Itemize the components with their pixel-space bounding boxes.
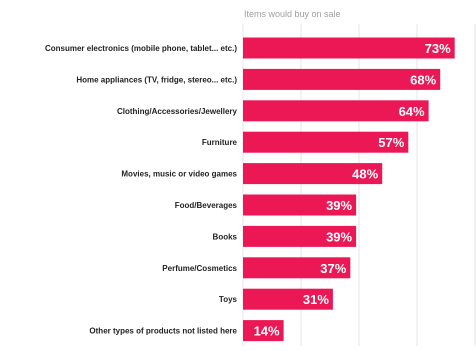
bar-3 — [243, 131, 409, 153]
chart-title: Items would buy on sale — [244, 9, 341, 19]
value-label-7: 37% — [320, 261, 346, 276]
category-label-9: Other types of products not listed here — [89, 327, 237, 336]
value-label-9: 14% — [254, 324, 280, 339]
value-label-4: 48% — [352, 167, 378, 182]
category-label-8: Toys — [219, 295, 238, 304]
bar-2 — [243, 100, 429, 122]
value-label-2: 64% — [399, 104, 425, 119]
category-label-7: Perfume/Cosmetics — [162, 264, 237, 273]
bar-6 — [243, 225, 357, 247]
value-label-1: 68% — [410, 72, 436, 87]
category-label-0: Consumer electronics (mobile phone, tabl… — [45, 44, 237, 53]
category-label-2: Clothing/Accessories/Jewellery — [117, 107, 238, 116]
value-label-0: 73% — [425, 41, 451, 56]
bar-layer: Consumer electronics (mobile phone, tabl… — [45, 37, 455, 342]
bar-5 — [243, 194, 357, 216]
bar-7 — [243, 257, 351, 279]
value-label-6: 39% — [326, 229, 352, 244]
bar-0 — [243, 37, 455, 59]
bar-8 — [243, 288, 333, 310]
category-label-6: Books — [213, 232, 238, 241]
value-label-3: 57% — [378, 135, 404, 150]
category-label-1: Home appliances (TV, fridge, stereo... e… — [76, 75, 237, 84]
category-label-4: Movies, music or video games — [121, 170, 237, 179]
category-label-3: Furniture — [202, 138, 238, 147]
value-label-8: 31% — [303, 292, 329, 307]
value-label-5: 39% — [326, 198, 352, 213]
category-label-5: Food/Beverages — [175, 201, 238, 210]
bar-4 — [243, 163, 383, 185]
bar-9 — [243, 320, 284, 342]
bar-1 — [243, 68, 441, 90]
